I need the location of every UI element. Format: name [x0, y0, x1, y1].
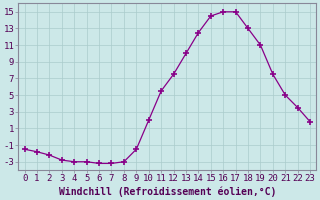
- X-axis label: Windchill (Refroidissement éolien,°C): Windchill (Refroidissement éolien,°C): [59, 186, 276, 197]
